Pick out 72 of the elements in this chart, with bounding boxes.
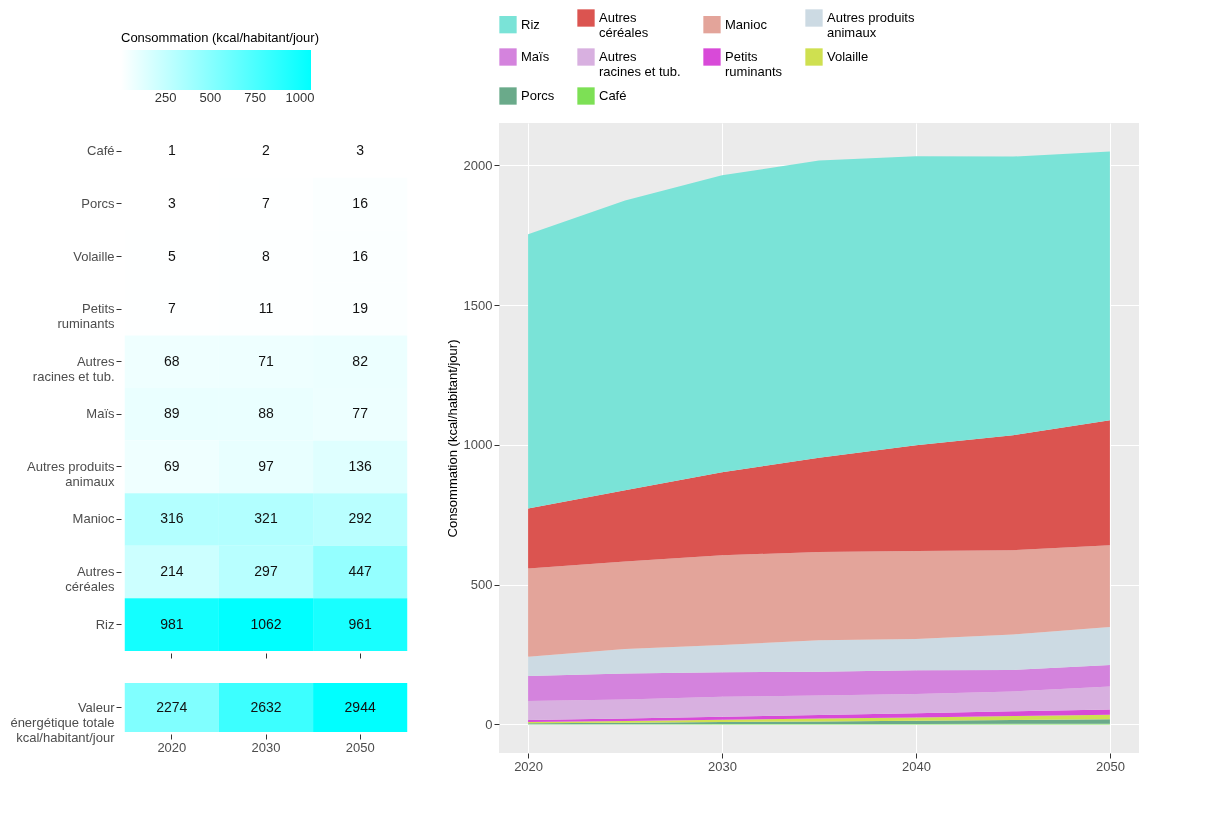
y-tick-label: Autres racines et tub. [32, 353, 115, 384]
y-tick-label: Café [87, 143, 115, 159]
data-label: 297 [254, 563, 278, 580]
data-label: 97 [258, 457, 274, 474]
data-label: 7 [167, 300, 176, 317]
y-tick-label: Volaille [73, 248, 115, 264]
legend-label: Riz [521, 16, 540, 32]
x-tick-label: 2030 [251, 739, 281, 755]
x-tick-label: 2040 [902, 758, 931, 774]
color-bar-label: 500 [199, 90, 222, 105]
data-label: 3 [356, 142, 365, 159]
y-tick-label: Manioc [72, 511, 115, 527]
legend-label: Porcs [521, 88, 555, 103]
legend-label: Autres céréales [599, 10, 649, 40]
data-label: 16 [352, 247, 369, 264]
y-tick-label: Petits ruminants [57, 301, 115, 332]
y-tick-label: 2000 [463, 157, 493, 173]
data-label: 316 [160, 510, 184, 527]
legend-label: Maïs [521, 49, 550, 64]
x-tick-label: 2050 [345, 739, 375, 755]
data-label: 8 [262, 247, 271, 264]
x-tick-label: 2030 [708, 758, 737, 774]
data-label: 981 [160, 615, 184, 632]
x-tick-label: 2020 [157, 739, 187, 755]
y-tick-label: 1500 [463, 297, 493, 313]
data-label: 2 [262, 142, 271, 159]
data-label: 71 [258, 352, 274, 369]
data-label: 82 [352, 352, 369, 369]
data-label: 2632 [250, 698, 282, 715]
data-label: 292 [348, 510, 373, 527]
data-label: 19 [352, 300, 369, 317]
data-label: 7 [262, 194, 271, 211]
y-tick-label: Valeur énergétique totale kcal/habitant/jour [10, 699, 116, 745]
data-label: 2274 [156, 698, 188, 715]
y-tick-label: Autres céréales [65, 564, 115, 595]
y-tick-label: Porcs [81, 195, 115, 211]
data-label: 5 [167, 247, 176, 264]
legend-label: Autres produits animaux [827, 10, 915, 40]
y-tick-label: Maïs [86, 406, 115, 422]
data-label: 68 [164, 352, 180, 369]
y-tick-label: 0 [485, 716, 493, 732]
data-label: 89 [164, 405, 180, 422]
data-label: 1 [167, 142, 176, 159]
data-label: 214 [160, 563, 184, 580]
data-label: 16 [352, 194, 369, 211]
data-label: 961 [348, 615, 373, 632]
data-label: 77 [352, 405, 369, 422]
data-label: 11 [258, 300, 274, 317]
y-axis-title: Consommation (kcal/habitant/jour) [444, 339, 460, 538]
data-label: 447 [348, 563, 373, 580]
legend-label: Petits ruminants [725, 49, 783, 79]
legend-label: Café [599, 88, 627, 103]
data-label: 88 [258, 405, 274, 422]
y-tick-label: Autres produits animaux [27, 458, 115, 489]
data-label: 69 [164, 457, 180, 474]
color-bar-title: Consommation (kcal/habitant/jour) [121, 30, 319, 45]
data-label: 2944 [344, 698, 376, 715]
x-tick-label: 2020 [514, 758, 544, 774]
x-tick-label: 2050 [1095, 758, 1125, 774]
data-label: 321 [254, 510, 278, 527]
legend-label: Manioc [725, 16, 768, 32]
legend-label: Volaille [827, 49, 869, 64]
data-label: 3 [167, 194, 176, 211]
color-bar-label: 1000 [285, 90, 315, 105]
y-tick-label: 1000 [463, 437, 493, 453]
data-label: 136 [348, 457, 373, 474]
legend-label: Autres racines et tub. [599, 49, 681, 79]
color-bar-label: 750 [244, 90, 266, 105]
color-bar-label: 250 [154, 90, 177, 105]
data-label: 1062 [250, 615, 282, 632]
y-tick-label: 500 [470, 577, 493, 593]
y-tick-label: Riz [95, 616, 115, 632]
